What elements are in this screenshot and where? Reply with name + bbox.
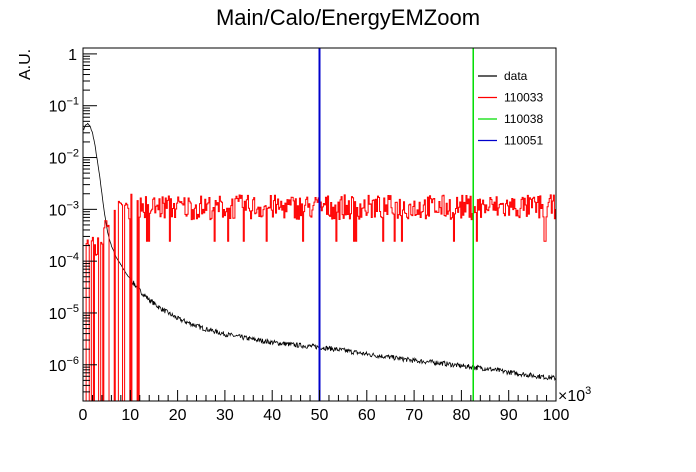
x-tick-label: 30 xyxy=(216,407,234,424)
x-multiplier: ×103 xyxy=(558,385,591,405)
y-axis-label: A.U. xyxy=(17,49,34,80)
x-tick-label: 90 xyxy=(500,407,518,424)
legend-label-data: data xyxy=(504,69,528,83)
x-tick-label: 100 xyxy=(543,407,570,424)
x-tick-label: 50 xyxy=(311,407,329,424)
x-tick-label: 0 xyxy=(79,407,88,424)
series-110033 xyxy=(85,193,556,401)
x-tick-label: 40 xyxy=(263,407,281,424)
x-tick-label: 10 xyxy=(121,407,139,424)
x-tick-label: 20 xyxy=(169,407,187,424)
x-tick-label: 60 xyxy=(358,407,376,424)
y-tick-label: 10−1 xyxy=(49,96,79,116)
y-tick-label: 10−2 xyxy=(49,148,79,168)
series-line xyxy=(85,193,556,401)
legend: data 110033 110038 110051 xyxy=(478,69,543,148)
chart-title: Main/Calo/EnergyEMZoom xyxy=(216,5,480,30)
legend-label-110033: 110033 xyxy=(504,91,543,105)
y-tick-label: 10−4 xyxy=(49,251,79,271)
y-tick-label: 10−5 xyxy=(49,303,79,323)
legend-label-110038: 110038 xyxy=(504,112,543,126)
y-tick-label: 1 xyxy=(68,47,77,64)
x-tick-label: 70 xyxy=(405,407,423,424)
y-tick-label: 10−3 xyxy=(49,199,79,219)
y-tick-label: 10−6 xyxy=(49,355,79,375)
plot-area xyxy=(83,48,556,401)
x-multiplier-exp: 3 xyxy=(585,385,591,397)
x-tick-label: 80 xyxy=(453,407,471,424)
axes: 0 10 20 30 40 50 60 70 80 90 100 1 10−1 10−2 10−3 10−4 1… xyxy=(49,47,570,424)
plot-content xyxy=(83,48,556,401)
legend-label-110051: 110051 xyxy=(504,134,543,148)
